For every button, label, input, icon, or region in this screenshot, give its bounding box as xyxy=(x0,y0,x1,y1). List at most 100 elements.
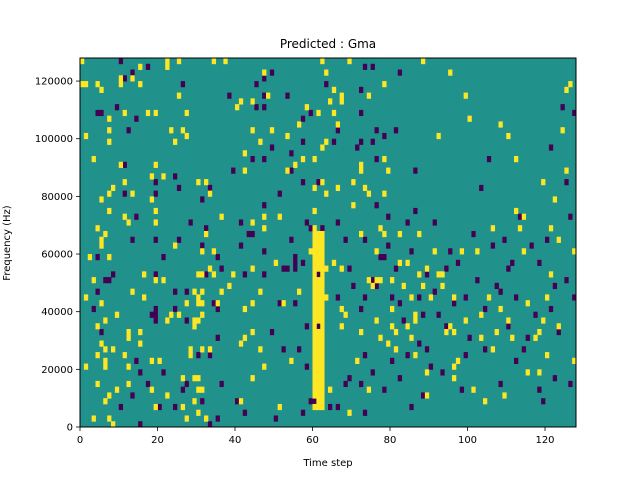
heatmap-cell-low xyxy=(138,369,143,376)
heatmap-cell-high xyxy=(91,415,96,422)
heatmap-cell-high xyxy=(196,386,201,393)
heatmap-cell-high xyxy=(200,248,205,255)
heatmap-cell-high xyxy=(498,305,503,313)
heatmap-cell-high xyxy=(297,121,302,128)
heatmap-cell-high xyxy=(312,156,317,163)
heatmap-cell-high xyxy=(320,311,325,318)
heatmap-cell-high xyxy=(184,109,189,117)
heatmap-cell-low xyxy=(498,380,503,388)
heatmap-cell-low xyxy=(359,86,364,93)
heatmap-cell-high xyxy=(424,265,430,272)
heatmap-cell-high xyxy=(103,346,108,353)
heatmap-cell-low xyxy=(448,248,453,255)
heatmap-cell-low xyxy=(541,398,546,405)
heatmap-cell-low xyxy=(568,380,573,388)
heatmap-cell-high xyxy=(335,121,341,128)
heatmap-cell-high xyxy=(153,161,158,168)
heatmap-cell-high xyxy=(122,352,127,359)
heatmap-cell-high xyxy=(180,375,186,382)
heatmap-cell-high xyxy=(494,328,499,336)
heatmap-cell-low xyxy=(331,138,337,145)
heatmap-cell-high xyxy=(153,219,158,226)
heatmap-cell-high xyxy=(320,236,325,243)
heatmap-cell-high xyxy=(316,230,321,238)
heatmap-cell-high xyxy=(262,213,267,220)
heatmap-cell-high xyxy=(320,179,325,186)
heatmap-cell-low xyxy=(254,81,259,88)
x-tick-label: 100 xyxy=(458,435,477,446)
heatmap-cell-high xyxy=(173,242,178,249)
heatmap-cell-low xyxy=(262,202,267,209)
x-tick-label: 40 xyxy=(229,435,242,446)
heatmap-cell-high xyxy=(91,156,96,163)
heatmap-cell-low xyxy=(122,190,127,197)
heatmap-cell-high xyxy=(107,207,112,215)
heatmap-cell-high xyxy=(374,248,379,255)
heatmap-cell-low xyxy=(107,277,112,284)
heatmap-cell-high xyxy=(320,369,325,376)
heatmap-cell-low xyxy=(277,300,282,307)
heatmap-cell-low xyxy=(304,219,310,226)
heatmap-cell-high xyxy=(188,352,193,359)
heatmap-cell-high xyxy=(572,357,577,364)
heatmap-cell-high xyxy=(320,346,325,353)
heatmap-cell-high xyxy=(320,300,325,307)
heatmap-cell-low xyxy=(572,294,577,301)
heatmap-cell-high xyxy=(393,328,399,336)
heatmap-cell-high xyxy=(114,311,120,318)
heatmap-cell-low xyxy=(494,282,499,290)
heatmap-cell-high xyxy=(153,403,158,411)
heatmap-cell-high xyxy=(320,242,325,249)
heatmap-cell-low xyxy=(289,150,294,157)
heatmap-cell-high xyxy=(242,150,248,157)
heatmap-cell-high xyxy=(424,392,430,399)
heatmap-cell-high xyxy=(165,63,170,70)
heatmap-cell-high xyxy=(316,305,321,313)
heatmap-cell-high xyxy=(196,300,201,307)
heatmap-cell-high xyxy=(413,317,418,324)
heatmap-cell-high xyxy=(316,317,321,324)
heatmap-cell-high xyxy=(370,282,375,290)
heatmap-cell-high xyxy=(149,196,155,203)
heatmap-cell-low xyxy=(455,259,461,266)
heatmap-cell-high xyxy=(316,352,321,359)
heatmap-cell-high xyxy=(157,357,162,364)
heatmap-cell-low xyxy=(300,259,306,266)
heatmap-cell-high xyxy=(351,202,356,209)
heatmap-cell-low xyxy=(393,265,399,272)
heatmap-cell-low xyxy=(514,294,519,301)
heatmap-cell-high xyxy=(452,328,457,336)
heatmap-cell-high xyxy=(184,300,189,307)
heatmap-cell-high xyxy=(219,213,224,220)
heatmap-cell-high xyxy=(312,380,317,388)
heatmap-cell-high xyxy=(126,363,131,370)
heatmap-cell-low xyxy=(219,380,224,388)
heatmap-cell-high xyxy=(366,190,372,197)
heatmap-cell-high xyxy=(196,179,201,186)
heatmap-cell-high xyxy=(320,254,325,261)
heatmap-cell-high xyxy=(312,369,317,376)
heatmap-cell-low xyxy=(145,380,151,388)
heatmap-cell-high xyxy=(130,75,135,82)
heatmap-cell-high xyxy=(316,294,321,301)
heatmap-cell-high xyxy=(138,81,143,88)
heatmap-cell-high xyxy=(541,179,546,186)
heatmap-cell-high xyxy=(316,282,321,290)
heatmap-cell-high xyxy=(111,421,116,428)
heatmap-cell-high xyxy=(463,317,468,324)
heatmap-cell-high xyxy=(347,58,352,65)
heatmap-cell-low xyxy=(548,305,554,313)
heatmap-cell-low xyxy=(95,109,100,117)
heatmap-cell-high xyxy=(211,248,217,255)
heatmap-cell-high xyxy=(386,340,391,347)
heatmap-cell-low xyxy=(463,352,468,359)
heatmap-cell-high xyxy=(525,369,530,376)
heatmap-cell-high xyxy=(320,305,325,313)
heatmap-cell-high xyxy=(180,403,186,411)
heatmap-cell-low xyxy=(149,311,155,318)
heatmap-cell-high xyxy=(250,300,255,307)
heatmap-cell-low xyxy=(231,167,236,174)
heatmap-cell-high xyxy=(525,300,530,307)
heatmap-cell-high xyxy=(417,230,422,238)
heatmap-cell-high xyxy=(99,340,104,347)
